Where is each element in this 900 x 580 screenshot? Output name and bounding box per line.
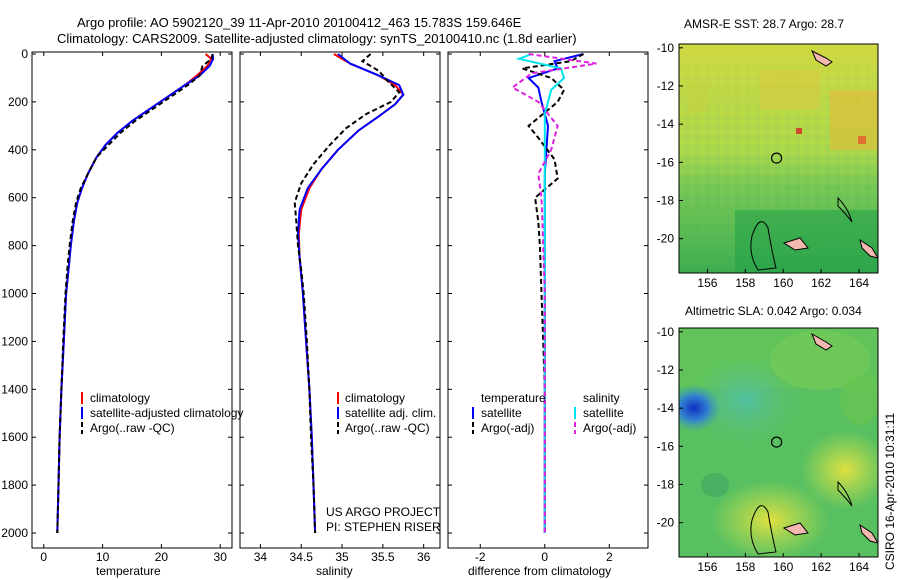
depth-tick-label: 400 — [8, 143, 28, 157]
x-tick-label: 35.5 — [371, 550, 395, 564]
map-x-tick-label: 162 — [811, 276, 831, 290]
salinity-panel-frame — [239, 51, 441, 549]
legend-label-argo: Argo(..raw -QC) — [345, 421, 430, 435]
sst-map-field — [679, 44, 878, 273]
temperature-legend: climatology satellite-adjusted climatolo… — [81, 391, 243, 435]
x-tick-label: 34 — [254, 550, 268, 564]
salinity-series-climatology — [297, 53, 405, 534]
difference-legend: temperature salinity satellite Argo(-adj… — [472, 391, 636, 435]
depth-tick-label: 1000 — [1, 287, 28, 301]
x-tick-label: 30 — [214, 550, 228, 564]
temperature-series-argo-raw-qc — [56, 53, 214, 534]
x-tick-label: 10 — [96, 550, 110, 564]
map-y-tick-label: -12 — [657, 79, 675, 93]
depth-axis: 0 200 400 600 800 1000 1200 1400 1600 1800 2000 — [1, 47, 648, 540]
difference-series-salinity-satellite — [515, 53, 566, 533]
legend-label-sal-argo: Argo(-adj) — [583, 421, 636, 435]
sla-map-title: Altimetric SLA: 0.042 Argo: 0.034 — [685, 304, 862, 318]
map-x-tick-label: 164 — [849, 276, 869, 290]
difference-x-axis: -2 0 2 — [475, 52, 613, 564]
difference-panel-frame — [447, 51, 649, 549]
legend-label-argo: Argo(..raw -QC) — [90, 421, 175, 435]
x-tick-label: 34.5 — [290, 550, 314, 564]
header-line-1: Argo profile: AO 5902120_39 11-Apr-2010 … — [77, 15, 522, 30]
legend-label-climatology: climatology — [345, 391, 405, 405]
temperature-series-group — [56, 53, 215, 534]
temperature-series-climatology — [56, 53, 213, 534]
map-y-tick-label: -12 — [657, 363, 675, 377]
depth-tick-label: 1600 — [1, 430, 28, 444]
temperature-panel-frame — [31, 51, 233, 549]
x-tick-label: 2 — [606, 550, 613, 564]
x-tick-label: 20 — [155, 550, 169, 564]
salinity-x-axis: 34 34.5 35 35.5 36 — [254, 52, 431, 564]
salinity-x-label: salinity — [316, 564, 353, 578]
map-y-tick-label: -18 — [657, 193, 675, 207]
map-y-tick-label: -20 — [657, 516, 675, 530]
depth-tick-label: 800 — [8, 239, 28, 253]
project-annotation-line-2: PI: STEPHEN RISER — [326, 520, 441, 534]
x-tick-label: 36 — [417, 550, 431, 564]
temperature-series-satellite-adjusted-climatology — [56, 53, 215, 534]
legend-header-salinity: salinity — [583, 391, 620, 405]
legend-header-temperature: temperature — [481, 391, 546, 405]
map-x-tick-label: 162 — [811, 560, 831, 574]
map-y-tick-label: -16 — [657, 439, 675, 453]
map-y-tick-label: -14 — [657, 117, 675, 131]
footer-timestamp: CSIRO 16-Apr-2010 10:31:11 — [883, 412, 897, 570]
depth-tick-label: 1400 — [1, 382, 28, 396]
map-x-tick-label: 156 — [697, 276, 717, 290]
difference-x-label: difference from climatology — [468, 564, 611, 578]
x-tick-label: -2 — [475, 550, 486, 564]
difference-series-temperature-argo-adj — [521, 53, 584, 533]
salinity-series-argo-raw-qc — [293, 53, 401, 534]
legend-label-satellite: satellite-adjusted climatology — [90, 406, 243, 420]
map-x-tick-label: 158 — [735, 276, 755, 290]
salinity-series-satellite-adj-clim — [296, 53, 405, 534]
map-y-tick-label: -10 — [657, 325, 675, 339]
depth-tick-label: 2000 — [1, 526, 28, 540]
map-y-tick-label: -20 — [657, 232, 675, 246]
depth-tick-label: 1800 — [1, 478, 28, 492]
difference-series-group — [510, 53, 597, 533]
map-x-tick-label: 160 — [773, 276, 793, 290]
salinity-legend: climatology satellite adj. clim. Argo(..… — [337, 391, 436, 435]
map-y-tick-label: -16 — [657, 155, 675, 169]
map-y-tick-label: -10 — [657, 41, 675, 55]
map-x-tick-label: 158 — [735, 560, 755, 574]
project-annotation-line-1: US ARGO PROJECT — [326, 505, 441, 519]
depth-tick-label: 0 — [21, 47, 28, 61]
temperature-x-label: temperature — [96, 564, 161, 578]
sla-map-axes: 156 158 160 162 164 -10 -12 -14 -16 -18 -20 — [657, 325, 870, 574]
sla-argo-location-marker — [770, 436, 783, 448]
legend-label-temp-satellite: satellite — [481, 406, 522, 420]
map-y-tick-label: -14 — [657, 401, 675, 415]
sla-map-field — [679, 328, 878, 557]
x-tick-label: 0 — [541, 550, 548, 564]
sst-map-frame — [678, 43, 879, 274]
legend-label-climatology: climatology — [90, 391, 150, 405]
sst-map-axes: 156 158 160 162 164 -10 -12 -14 -16 -18 -20 — [657, 41, 870, 290]
map-x-tick-label: 164 — [849, 560, 869, 574]
difference-series-salinity-argo-adj — [510, 53, 597, 533]
x-tick-label: 35 — [335, 550, 349, 564]
difference-series-temperature-satellite — [526, 53, 584, 533]
sst-argo-location-marker — [770, 152, 783, 164]
sst-map-title: AMSR-E SST: 28.7 Argo: 28.7 — [684, 17, 844, 31]
header-line-2: Climatology: CARS2009. Satellite-adjuste… — [57, 31, 577, 46]
legend-label-satellite: satellite adj. clim. — [345, 406, 436, 420]
temperature-x-axis: 0 10 20 30 — [40, 52, 227, 564]
map-x-tick-label: 156 — [697, 560, 717, 574]
legend-label-temp-argo: Argo(-adj) — [481, 421, 534, 435]
depth-tick-label: 600 — [8, 191, 28, 205]
map-y-tick-label: -18 — [657, 477, 675, 491]
salinity-series-group — [293, 53, 405, 534]
legend-label-sal-satellite: satellite — [583, 406, 624, 420]
x-tick-label: 0 — [40, 550, 47, 564]
sla-map-frame — [678, 327, 879, 558]
map-x-tick-label: 160 — [773, 560, 793, 574]
depth-tick-label: 200 — [8, 95, 28, 109]
depth-tick-label: 1200 — [1, 334, 28, 348]
